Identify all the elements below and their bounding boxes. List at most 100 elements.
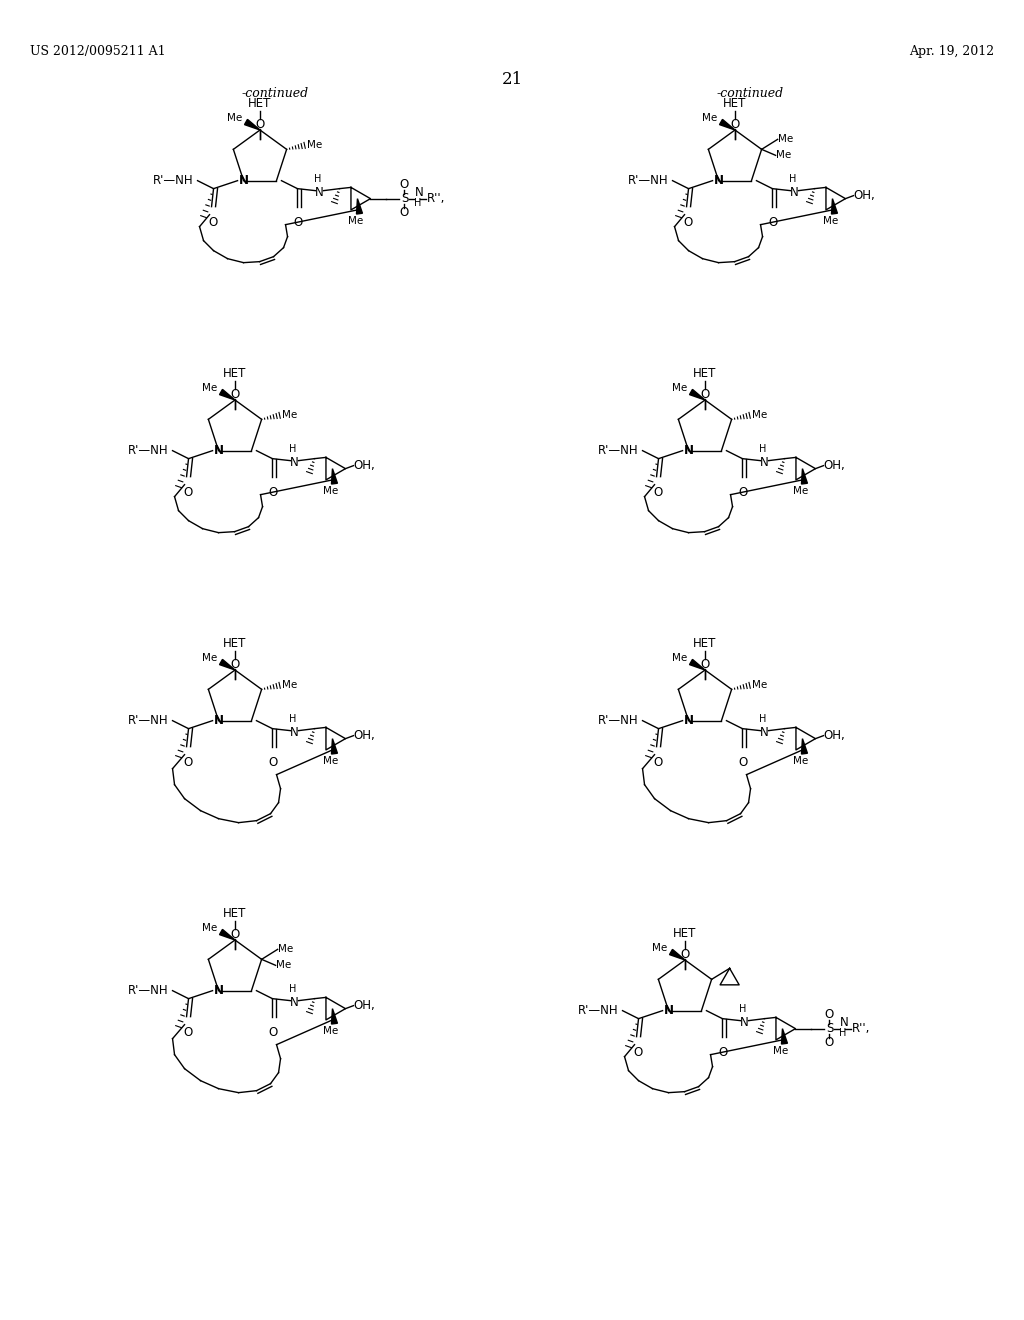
- Text: Me: Me: [323, 486, 338, 496]
- Polygon shape: [720, 119, 735, 129]
- Text: Apr. 19, 2012: Apr. 19, 2012: [909, 45, 994, 58]
- Text: N: N: [290, 997, 299, 1010]
- Text: N: N: [684, 444, 693, 457]
- Text: O: O: [183, 1026, 193, 1039]
- Text: O: O: [230, 388, 240, 400]
- Text: N: N: [214, 444, 223, 457]
- Text: OH,: OH,: [353, 729, 375, 742]
- Text: O: O: [680, 948, 689, 961]
- Text: Me: Me: [752, 680, 767, 690]
- Text: Me: Me: [323, 756, 338, 766]
- Text: Me: Me: [701, 114, 717, 123]
- Polygon shape: [332, 739, 338, 754]
- Text: N: N: [290, 457, 299, 469]
- Polygon shape: [245, 119, 260, 129]
- Text: N: N: [239, 174, 249, 187]
- Text: O: O: [730, 117, 739, 131]
- Text: Me: Me: [775, 150, 791, 160]
- Text: O: O: [294, 215, 303, 228]
- Text: N: N: [214, 714, 223, 727]
- Text: H: H: [313, 174, 322, 183]
- Polygon shape: [689, 660, 705, 671]
- Text: Me: Me: [306, 140, 322, 150]
- Text: HET: HET: [693, 638, 717, 649]
- Text: N: N: [315, 186, 324, 199]
- Text: N: N: [740, 1016, 749, 1030]
- Text: Me: Me: [777, 135, 793, 144]
- Text: O: O: [700, 388, 710, 400]
- Text: O: O: [399, 206, 409, 219]
- Text: N: N: [840, 1016, 848, 1030]
- Text: -continued: -continued: [717, 87, 783, 100]
- Text: O: O: [739, 486, 749, 499]
- Text: Me: Me: [348, 216, 364, 226]
- Text: Me: Me: [282, 680, 297, 690]
- Text: O: O: [255, 117, 264, 131]
- Polygon shape: [670, 949, 685, 960]
- Text: OH,: OH,: [353, 999, 375, 1012]
- Text: Me: Me: [752, 411, 767, 420]
- Text: O: O: [653, 486, 663, 499]
- Text: R'—NH: R'—NH: [628, 174, 669, 187]
- Text: R'—NH: R'—NH: [128, 714, 169, 727]
- Polygon shape: [332, 469, 338, 484]
- Text: Me: Me: [672, 653, 687, 663]
- Text: O: O: [719, 1045, 728, 1059]
- Text: N: N: [290, 726, 299, 739]
- Polygon shape: [219, 929, 234, 940]
- Polygon shape: [802, 469, 808, 484]
- Text: Me: Me: [202, 653, 217, 663]
- Text: Me: Me: [202, 923, 217, 933]
- Text: Me: Me: [651, 942, 667, 953]
- Polygon shape: [781, 1028, 787, 1044]
- Text: H: H: [788, 174, 796, 183]
- Text: N: N: [760, 457, 769, 469]
- Polygon shape: [831, 198, 838, 214]
- Polygon shape: [219, 660, 234, 671]
- Text: S: S: [400, 193, 409, 205]
- Text: O: O: [269, 486, 279, 499]
- Text: HET: HET: [223, 638, 247, 649]
- Text: N: N: [760, 726, 769, 739]
- Text: O: O: [230, 657, 240, 671]
- Text: R'—NH: R'—NH: [598, 714, 639, 727]
- Text: O: O: [825, 1008, 835, 1022]
- Text: O: O: [633, 1045, 642, 1059]
- Text: H: H: [738, 1003, 746, 1014]
- Polygon shape: [802, 739, 808, 754]
- Text: OH,: OH,: [823, 459, 845, 473]
- Text: R'—NH: R'—NH: [598, 444, 639, 457]
- Text: N: N: [684, 714, 693, 727]
- Text: HET: HET: [248, 96, 271, 110]
- Text: O: O: [825, 1036, 835, 1049]
- Text: H: H: [840, 1028, 847, 1038]
- Text: N: N: [415, 186, 423, 199]
- Text: Me: Me: [793, 756, 808, 766]
- Text: Me: Me: [278, 944, 293, 954]
- Text: Me: Me: [773, 1045, 788, 1056]
- Text: Me: Me: [323, 1026, 338, 1036]
- Text: HET: HET: [223, 367, 247, 380]
- Text: H: H: [759, 444, 766, 454]
- Text: O: O: [183, 755, 193, 768]
- Text: Me: Me: [823, 216, 838, 226]
- Text: N: N: [714, 174, 724, 187]
- Polygon shape: [219, 389, 234, 400]
- Text: H: H: [759, 714, 766, 723]
- Text: O: O: [769, 215, 778, 228]
- Text: Me: Me: [202, 383, 217, 393]
- Text: N: N: [214, 985, 223, 997]
- Text: O: O: [700, 657, 710, 671]
- Text: N: N: [664, 1005, 674, 1018]
- Text: Me: Me: [793, 486, 808, 496]
- Text: HET: HET: [223, 907, 247, 920]
- Text: 21: 21: [502, 71, 522, 88]
- Text: HET: HET: [693, 367, 717, 380]
- Text: O: O: [183, 486, 193, 499]
- Text: H: H: [415, 198, 422, 207]
- Text: R'—NH: R'—NH: [128, 444, 169, 457]
- Polygon shape: [332, 1008, 338, 1024]
- Text: R'',: R'',: [426, 193, 444, 205]
- Polygon shape: [689, 389, 705, 400]
- Text: R'',: R'',: [852, 1022, 869, 1035]
